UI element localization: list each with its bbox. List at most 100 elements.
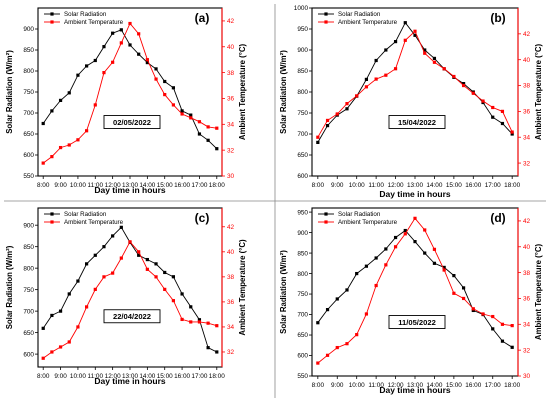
ambient-temperature-point — [128, 240, 132, 244]
y-left-tick-label: 800 — [23, 68, 34, 75]
ambient-temperature-point — [180, 317, 184, 322]
x-tick-label: 17:00 — [191, 182, 207, 189]
solar-radiation-point — [325, 308, 330, 312]
ambient-temperature-point — [119, 256, 123, 260]
panel-label: (c) — [195, 211, 210, 225]
y-left-tick-label: 850 — [297, 68, 308, 75]
x-tick-label: 17:00 — [191, 373, 207, 380]
x-tick-label: 15:00 — [446, 382, 462, 389]
solar-radiation-point — [93, 253, 97, 257]
x-tick-label: 8:00 — [37, 373, 50, 380]
date-box — [388, 115, 446, 129]
y-left-axis-label: Solar Radiation (W/m²) — [279, 50, 288, 134]
legend-swatch-marker — [50, 220, 54, 224]
ambient-temperature-point — [481, 99, 485, 103]
solar-radiation-point — [102, 45, 106, 49]
solar-radiation-point — [384, 48, 388, 52]
solar-radiation-point — [403, 228, 407, 233]
y-right-tick-label: 38 — [227, 70, 235, 77]
y-left-tick-label: 950 — [297, 209, 308, 216]
solar-radiation-point — [384, 247, 388, 251]
y-left-tick-label: 650 — [23, 131, 34, 138]
ambient-temperature-point — [413, 29, 417, 33]
ambient-temperature-point — [137, 32, 141, 36]
ambient-temperature-point — [58, 145, 63, 150]
solar-radiation-line — [42, 29, 218, 150]
x-tick-label: 11:00 — [88, 373, 104, 380]
ambient-temperature-point — [510, 130, 514, 134]
y-left-tick-label: 550 — [297, 373, 308, 380]
ambient-temperature-point — [403, 232, 407, 236]
x-tick-label: 13:00 — [407, 382, 423, 389]
ambient-temperature-point — [50, 155, 54, 159]
legend-label: Ambient Temperature — [64, 19, 124, 26]
chart-panel: 8:00 9:00 10:00 11:00 12:00 13:00 14:00 15:00 16… — [279, 207, 543, 395]
solar-radiation-point — [374, 256, 378, 260]
y-right-tick-label: 30 — [523, 373, 531, 380]
ambient-temperature-point — [145, 267, 149, 271]
y-right-tick-label: 36 — [523, 109, 531, 116]
ambient-temperature-point — [102, 71, 106, 75]
ambient-temperature-point — [41, 356, 45, 360]
legend-solar-radiation: Solar Radiation — [44, 211, 107, 218]
solar-radiation-point — [163, 79, 167, 84]
ambient-temperature-point — [85, 129, 89, 133]
ambient-temperature-point — [111, 60, 115, 64]
x-tick-label: 13:00 — [407, 182, 423, 189]
solar-radiation-point — [510, 345, 514, 349]
solar-radiation-point — [76, 279, 80, 283]
legend-label: Solar Radiation — [64, 11, 107, 18]
y-right-tick-label: 38 — [523, 270, 531, 277]
y-right-tick-label: 42 — [227, 224, 235, 231]
y-right-tick-label: 34 — [523, 322, 531, 329]
y-left-tick-label: 700 — [297, 131, 308, 138]
x-tick-label: 12:00 — [105, 373, 121, 380]
y-left-tick-label: 800 — [297, 89, 308, 96]
y-left-tick-label: 850 — [23, 244, 34, 251]
y-right-tick-label: 36 — [227, 299, 235, 306]
y-right-tick-label: 42 — [523, 218, 531, 225]
x-tick-label: 14:00 — [426, 182, 442, 189]
ambient-temperature-point — [442, 268, 446, 272]
y-left-tick-label: 650 — [297, 152, 308, 159]
ambient-temperature-point — [403, 38, 407, 42]
x-tick-label: 11:00 — [368, 382, 384, 389]
ambient-temperature-point — [384, 263, 388, 267]
ambient-temperature-point — [355, 94, 359, 98]
x-tick-label: 18:00 — [209, 182, 225, 189]
y-right-tick-label: 40 — [523, 244, 531, 251]
ambient-temperature-point — [316, 361, 320, 365]
solar-radiation-point — [128, 43, 132, 47]
chart-panel: 8:00 9:00 10:00 11:00 12:00 13:00 14:00 15:00 16… — [279, 5, 543, 199]
plot-frame — [37, 7, 223, 177]
legend-swatch-marker — [324, 212, 328, 216]
y-left-tick-label: 950 — [297, 26, 308, 33]
solar-radiation-point — [50, 313, 54, 318]
legend-swatch-marker — [50, 12, 54, 16]
y-left-axis-label: Solar Radiation (W/m²) — [279, 250, 288, 334]
solar-radiation-point — [471, 308, 475, 313]
y-left-tick-label: 900 — [297, 47, 308, 54]
ambient-temperature-point — [500, 109, 505, 113]
ambient-temperature-point — [189, 116, 193, 120]
legend-label: Solar Radiation — [64, 211, 107, 218]
solar-radiation-point — [76, 73, 80, 77]
ambient-temperature-point — [189, 320, 193, 324]
y-left-tick-label: 800 — [297, 271, 308, 278]
ambient-temperature-point — [316, 135, 320, 139]
y-left-tick-label: 650 — [297, 332, 308, 339]
ambient-temperature-point — [374, 283, 378, 288]
legend-ambient-temperature: Ambient Temperature — [318, 219, 398, 226]
ambient-temperature-point — [50, 350, 54, 354]
ambient-temperature-point — [335, 345, 339, 350]
x-tick-label: 16:00 — [465, 382, 481, 389]
solar-radiation-point — [206, 346, 210, 350]
solar-radiation-point — [50, 109, 54, 113]
x-tick-label: 17:00 — [485, 182, 501, 189]
ambient-temperature-point — [325, 353, 330, 357]
x-axis-label: Day time in hours — [379, 189, 451, 199]
date-label: 22/04/2022 — [113, 312, 151, 321]
legend-swatch-marker — [50, 212, 54, 216]
ambient-temperature-point — [461, 83, 466, 88]
legend-ambient-temperature: Ambient Temperature — [44, 219, 124, 226]
